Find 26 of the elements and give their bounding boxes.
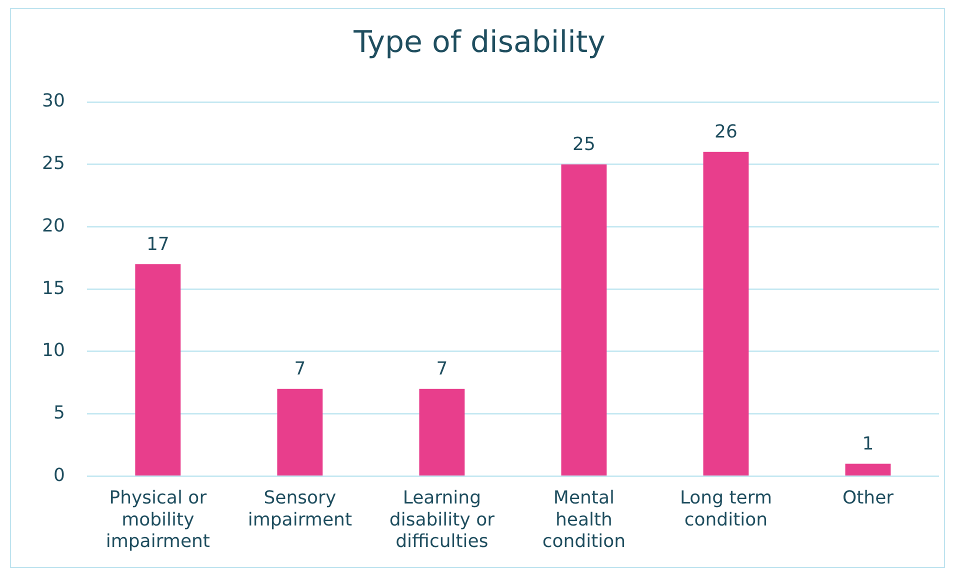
x-tick-label: Mental health condition [542, 488, 626, 552]
y-tick-label: 25 [42, 153, 65, 174]
chart-title: Type of disability [352, 24, 606, 60]
data-label: 7 [436, 358, 448, 380]
y-tick-label: 0 [53, 464, 65, 486]
y-tick-label: 30 [42, 90, 65, 112]
data-label: 26 [714, 122, 738, 143]
bar [277, 388, 323, 476]
bar [135, 264, 181, 476]
bar [561, 164, 607, 476]
x-tick-label: Physical or mobility impairment [106, 488, 210, 552]
bar [845, 464, 891, 476]
bar [419, 388, 465, 476]
data-label: 17 [146, 234, 170, 255]
y-tick-label: 10 [42, 340, 65, 362]
y-tick-label: 20 [42, 215, 65, 236]
x-tick-label: Learning disability or difficulties [389, 488, 496, 552]
x-tick-label: Other [842, 488, 894, 509]
data-label: 1 [862, 433, 874, 454]
y-tick-label: 15 [42, 278, 65, 299]
data-label: 25 [572, 134, 596, 156]
y-tick-label: 5 [53, 402, 65, 424]
bar [703, 152, 749, 476]
x-tick-label: Sensory impairment [248, 488, 352, 530]
data-label: 7 [294, 358, 306, 380]
x-tick-label: Long term condition [680, 488, 772, 530]
